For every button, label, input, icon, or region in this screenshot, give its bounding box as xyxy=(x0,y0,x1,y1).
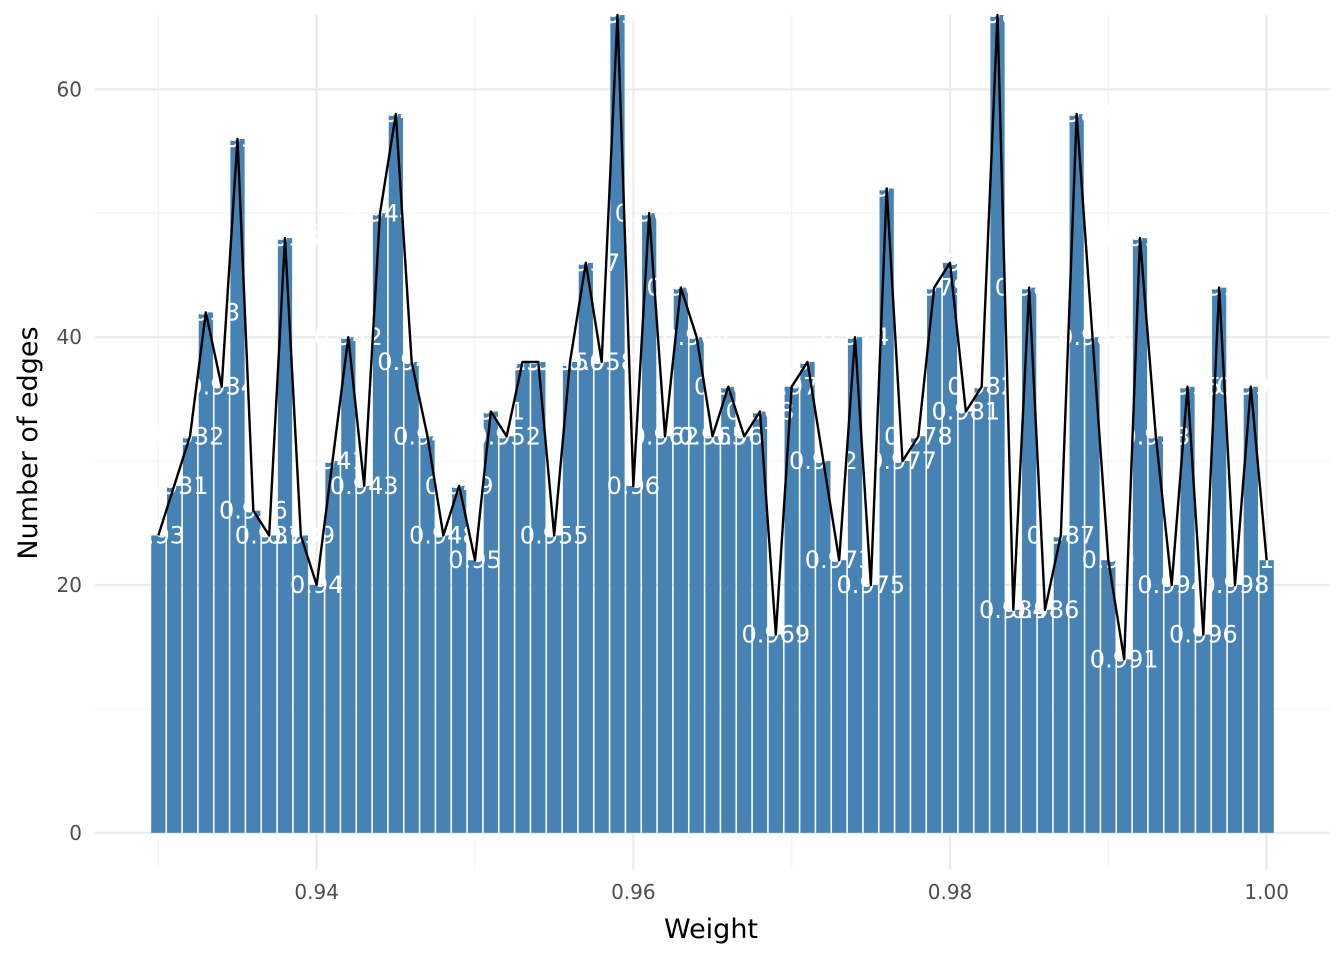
y-tick-label: 60 xyxy=(57,77,82,101)
bar xyxy=(277,238,293,833)
bar xyxy=(784,386,799,833)
bar xyxy=(214,386,229,833)
bar xyxy=(293,535,308,833)
bar xyxy=(230,138,245,833)
bar xyxy=(800,361,815,833)
bar xyxy=(689,337,704,833)
bar xyxy=(515,361,530,833)
bar xyxy=(467,560,483,833)
bar xyxy=(958,411,973,833)
bar xyxy=(942,262,958,833)
bars xyxy=(151,15,1274,833)
bar xyxy=(594,361,609,833)
bar xyxy=(863,585,878,833)
bar xyxy=(1053,535,1068,833)
bar xyxy=(657,436,673,833)
bar xyxy=(436,535,451,833)
bar xyxy=(1227,585,1243,833)
bar xyxy=(642,213,657,833)
y-axis-title: Number of edges xyxy=(13,326,44,559)
x-tick-label: 0.96 xyxy=(611,880,656,904)
trend-line xyxy=(157,13,1268,661)
bar xyxy=(404,361,419,833)
y-tick-label: 0 xyxy=(69,821,82,845)
bar xyxy=(372,213,388,833)
bar xyxy=(499,436,514,833)
bar xyxy=(1212,287,1227,833)
bar xyxy=(879,188,894,833)
bar xyxy=(246,510,261,833)
x-tick-label: 0.98 xyxy=(928,880,973,904)
bar xyxy=(737,436,752,833)
y-tick-label: 20 xyxy=(57,573,82,597)
bar xyxy=(705,436,720,833)
bar xyxy=(832,560,847,833)
bar xyxy=(420,436,435,833)
bar xyxy=(895,461,910,833)
bar xyxy=(1196,634,1211,833)
bar xyxy=(531,361,546,833)
bar xyxy=(847,337,863,833)
bar xyxy=(752,411,768,833)
bar xyxy=(341,337,356,833)
bar xyxy=(911,436,926,833)
bar xyxy=(927,287,942,833)
bar xyxy=(1037,609,1053,833)
bar xyxy=(1101,560,1116,833)
bar xyxy=(1180,386,1195,833)
bar xyxy=(1117,659,1132,833)
bar xyxy=(721,386,736,833)
bar xyxy=(167,485,182,833)
x-axis-title: Weight xyxy=(664,914,758,945)
bar xyxy=(626,485,641,833)
bar xyxy=(198,312,213,833)
x-axis-ticks: 0.94 0.96 0.98 1.00 xyxy=(294,880,1289,904)
bar xyxy=(610,15,625,833)
x-tick-label: 1.00 xyxy=(1244,880,1289,904)
bar xyxy=(1006,609,1021,833)
bar xyxy=(1259,560,1274,833)
bar xyxy=(673,287,688,833)
bar xyxy=(562,361,578,833)
bar xyxy=(1022,287,1037,833)
bar xyxy=(1164,585,1179,833)
bar xyxy=(262,535,277,833)
bar xyxy=(768,634,783,833)
bar xyxy=(357,485,372,833)
y-axis-ticks: 0 20 40 60 xyxy=(57,77,82,844)
bar xyxy=(578,262,593,833)
y-tick-label: 40 xyxy=(57,325,82,349)
trend-line-path xyxy=(157,13,1268,661)
bar xyxy=(1069,114,1084,833)
bar-label: 0.93 xyxy=(132,521,185,549)
bar xyxy=(1085,337,1100,833)
bar xyxy=(452,485,467,833)
bar xyxy=(388,114,403,833)
bar xyxy=(974,386,989,833)
x-tick-label: 0.94 xyxy=(294,880,339,904)
bar xyxy=(1132,238,1148,833)
bar xyxy=(547,535,562,833)
bar xyxy=(1243,386,1258,833)
bar xyxy=(325,461,340,833)
bar xyxy=(1148,436,1163,833)
bar xyxy=(182,436,198,833)
bar xyxy=(151,535,166,833)
bar xyxy=(816,461,831,833)
bar xyxy=(309,585,324,833)
bar xyxy=(483,411,498,833)
bar xyxy=(990,15,1005,833)
